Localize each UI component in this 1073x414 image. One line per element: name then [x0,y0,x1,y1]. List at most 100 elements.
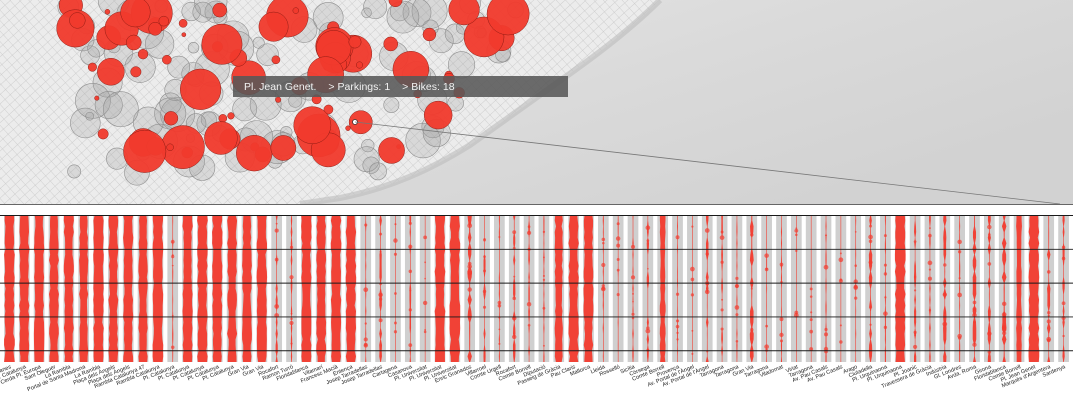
station-parking-circle[interactable] [362,156,380,174]
station-parking-circle[interactable] [102,91,139,128]
station-bike-circle[interactable] [137,48,149,60]
station-parking-circle[interactable] [363,0,388,20]
station-parking-circle[interactable] [252,36,265,49]
bike-availability-shape [395,215,396,362]
station-bike-circle[interactable] [258,11,289,42]
station-parking-circle[interactable] [402,0,432,27]
station-bike-circle[interactable] [345,125,351,131]
station-parking-circle[interactable] [383,97,400,113]
station-parking-circle[interactable] [75,83,111,119]
station-bike-circle[interactable] [355,61,363,69]
station-bike-circle[interactable] [123,129,167,173]
station-bike-circle[interactable] [162,54,172,65]
station-bike-circle[interactable] [348,110,373,135]
bike-availability-shape [108,215,119,362]
station-map[interactable]: Pl. Jean Genet. > Parkings: 1 > Bikes: 1… [0,0,1073,204]
bike-dot [1062,334,1065,338]
bike-dot [527,323,531,327]
station-bike-circle[interactable] [158,15,170,27]
station-parking-circle[interactable] [405,122,441,159]
station-bike-circle[interactable] [130,66,142,78]
station-bike-circle[interactable] [486,0,530,36]
bike-dot [497,300,502,305]
station-parking-circle[interactable] [187,42,200,54]
station-bike-circle[interactable] [378,137,405,164]
bike-dot [379,232,383,236]
station-parking-circle[interactable] [386,0,420,34]
station-bike-circle[interactable] [163,111,179,126]
station-bike-circle[interactable] [212,2,227,18]
station-strip-chart[interactable]: Gran Via Corts CatalanesPl. CatalunyaPl.… [0,204,1073,414]
station-bike-circle[interactable] [178,19,188,28]
tooltip-bikes-value: 18 [442,80,455,93]
station-bike-circle[interactable] [383,36,399,52]
station-bike-circle[interactable] [292,7,300,14]
bike-dot [972,342,977,347]
station-parking-circle[interactable] [444,23,466,44]
bike-dot [824,349,828,354]
bike-dot [274,257,279,262]
station-bike-circle[interactable] [120,0,151,28]
station-bike-circle[interactable] [270,135,297,161]
station-parking-circle[interactable] [94,91,123,119]
bike-dot [750,341,753,344]
bike-availability-shape [123,215,134,362]
bike-availability-shape [617,215,619,362]
station-bike-circle[interactable] [179,68,222,110]
station-bike-circle[interactable] [148,22,162,36]
station-bike-circle[interactable] [348,35,362,49]
station-bike-circle[interactable] [275,96,282,103]
station-parking-circle[interactable] [232,96,258,122]
bike-dot [630,244,636,249]
bike-dot [720,327,724,331]
station-parking-circle[interactable] [167,55,191,79]
map-canvas[interactable] [0,0,1073,204]
bike-dot [542,344,545,347]
station-parking-circle[interactable] [70,107,101,139]
station-bike-circle[interactable] [423,100,453,130]
station-parking-circle[interactable] [181,1,201,22]
bike-availability-shape [275,215,278,362]
station-parking-circle[interactable] [192,1,214,23]
station-bike-circle[interactable] [94,95,100,101]
station-bike-circle[interactable] [293,106,332,145]
bike-dot [750,233,754,237]
station-bike-circle[interactable] [69,12,86,29]
bike-availability-shape [1046,215,1051,362]
bike-dot [408,221,412,225]
station-bike-circle[interactable] [87,62,97,72]
station-bike-circle[interactable] [227,112,235,120]
station-bike-circle[interactable] [422,27,437,42]
bike-dot [527,225,531,229]
bike-dot [645,328,651,334]
station-bike-circle[interactable] [97,128,109,140]
station-parking-circle[interactable] [353,146,380,173]
station-parking-circle[interactable] [67,164,82,179]
station-circles[interactable] [56,0,530,186]
tooltip-parkings-label: Parkings: [337,80,382,93]
bike-dot [809,347,814,351]
strip-chart-svg[interactable]: Gran Via Corts CatalanesPl. CatalunyaPl.… [0,204,1073,414]
station-bike-circle[interactable] [166,143,174,151]
bike-dot [408,308,412,312]
station-parking-circle[interactable] [361,7,372,18]
station-bike-circle[interactable] [204,121,238,155]
station-bike-circle[interactable] [271,55,281,65]
bike-availability-shape [316,215,327,362]
station-parking-circle[interactable] [361,139,375,153]
station-bike-circle[interactable] [236,134,273,172]
station-parking-circle[interactable] [85,111,95,121]
station-bike-circle[interactable] [104,9,111,15]
station-parking-circle[interactable] [369,162,387,181]
station-bike-circle[interactable] [97,57,125,86]
station-bike-circle[interactable] [218,114,228,123]
station-bike-circle[interactable] [388,0,403,8]
station-bike-circle[interactable] [181,32,187,37]
station-bike-circle[interactable] [448,0,480,26]
coastline [299,0,663,204]
station-bike-circle[interactable] [125,34,142,51]
station-bike-circle[interactable] [323,104,334,115]
bike-availability-shape [721,215,723,362]
bike-dot [393,252,398,256]
station-bike-circle[interactable] [201,23,243,65]
